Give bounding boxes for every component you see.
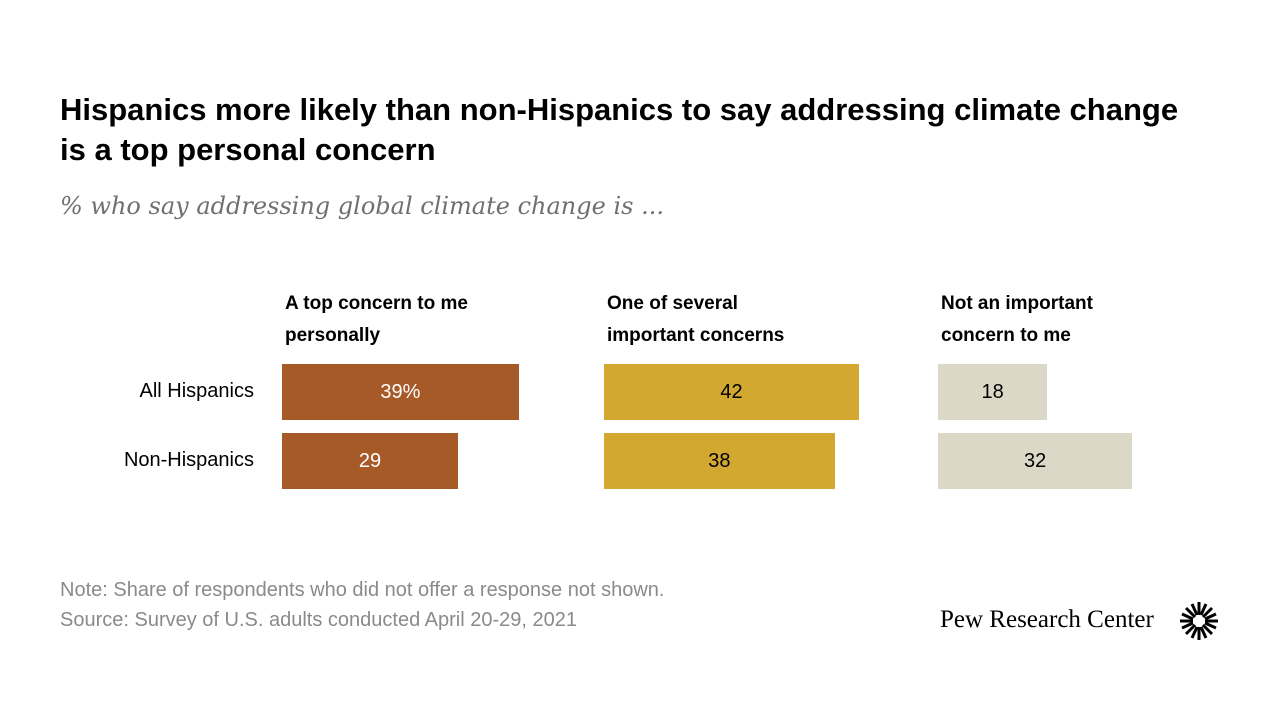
source: Source: Survey of U.S. adults conducted … bbox=[60, 609, 577, 631]
bar bbox=[604, 364, 859, 420]
bar bbox=[282, 433, 459, 489]
value-label: 42 bbox=[720, 381, 743, 403]
category-label: All Hispanics bbox=[139, 380, 254, 402]
value-label: 32 bbox=[1023, 450, 1047, 472]
bar bbox=[938, 433, 1133, 489]
value-label: 39% bbox=[380, 381, 421, 403]
note: Note: Share of respondents who did not o… bbox=[60, 579, 665, 601]
bar bbox=[938, 364, 1048, 420]
chart-title: Hispanics more likely than non-Hispanics… bbox=[60, 92, 1179, 167]
legend-label: One of several important concerns bbox=[607, 293, 785, 346]
value-label: 29 bbox=[358, 450, 382, 472]
logo bbox=[1180, 602, 1218, 640]
bar bbox=[282, 364, 519, 420]
chart-subtitle: % who say addressing global climate chan… bbox=[60, 192, 664, 220]
legend-label: Not an important concern to me bbox=[941, 293, 1093, 346]
category-label: Non-Hispanics bbox=[123, 449, 254, 471]
brand: Pew Research Center bbox=[940, 606, 1154, 633]
value-label: 38 bbox=[708, 450, 731, 472]
legend-label: A top concern to me personally bbox=[285, 293, 468, 346]
value-label: 18 bbox=[981, 381, 1004, 403]
bar bbox=[604, 433, 835, 489]
